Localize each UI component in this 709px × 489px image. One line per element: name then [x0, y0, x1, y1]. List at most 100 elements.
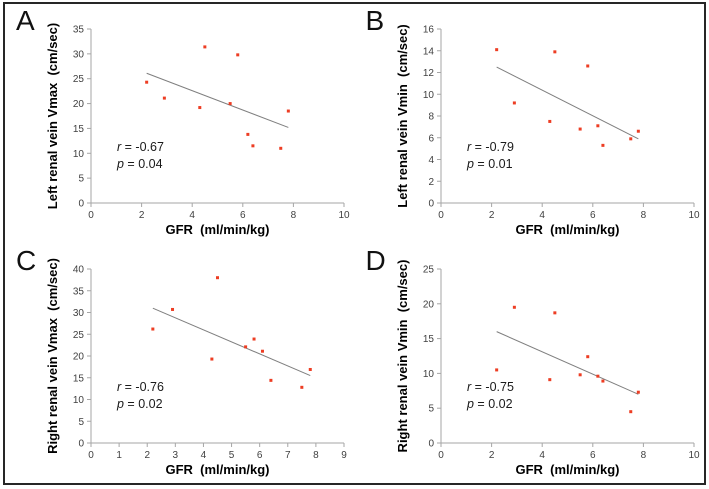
- x-tick-label: 6: [257, 450, 263, 461]
- scatter-point: [578, 127, 582, 131]
- x-tick-label: 2: [488, 450, 494, 461]
- scatter-point: [244, 344, 248, 348]
- y-tick-label: 40: [73, 264, 85, 275]
- scatter-point: [552, 310, 556, 314]
- y-tick-label: 35: [73, 25, 85, 36]
- stats-p-annotation: p = 0.02: [466, 396, 513, 410]
- x-tick-label: 3: [173, 450, 179, 461]
- x-tick-label: 6: [590, 210, 596, 221]
- x-tick-label: 7: [285, 450, 291, 461]
- x-tick-label: 4: [539, 450, 545, 461]
- scatter-point: [171, 307, 175, 311]
- scatter-point: [260, 349, 264, 353]
- scatter-point: [300, 385, 304, 389]
- x-axis-title: GFR (ml/min/kg): [166, 462, 270, 477]
- scatter-point: [636, 390, 640, 394]
- x-tick-label: 8: [313, 450, 319, 461]
- scatter-point: [279, 146, 283, 150]
- x-tick-label: 10: [338, 210, 350, 221]
- scatter-point: [246, 132, 250, 136]
- y-axis-title: Left renal vein Vmax (cm/sec): [45, 23, 60, 209]
- x-tick-label: 1: [116, 450, 122, 461]
- scatter-point: [585, 354, 589, 358]
- y-axis-title: Right renal vein Vmax (cm/sec): [45, 258, 60, 454]
- scatter-point: [145, 80, 149, 84]
- trend-line: [495, 66, 639, 140]
- y-tick-label: 25: [422, 264, 434, 275]
- scatter-point: [252, 337, 256, 341]
- y-tick-label: 30: [73, 49, 85, 60]
- scatter-point: [585, 64, 589, 68]
- x-tick-label: 8: [640, 450, 646, 461]
- panel-letter-a: A: [16, 5, 35, 36]
- y-tick-label: 6: [428, 133, 434, 144]
- y-tick-label: 0: [428, 199, 434, 210]
- trend-line: [152, 307, 311, 376]
- y-tick-label: 15: [422, 334, 434, 345]
- x-tick-label: 4: [539, 210, 545, 221]
- scatter-chart-left-vmax: 0 5 10 15 20 25 30 35 0 2 4 6 8 10 Left renal vein Vma…: [45, 23, 350, 237]
- x-tick-label: 0: [88, 450, 94, 461]
- x-tick-label: 9: [341, 450, 347, 461]
- panel-letter-d: D: [365, 244, 386, 276]
- scatter-point: [236, 53, 240, 57]
- scatter-point: [494, 48, 498, 52]
- stats-r-annotation: r = -0.76: [117, 379, 164, 393]
- x-tick-label: 5: [229, 450, 235, 461]
- y-tick-label: 20: [73, 351, 85, 362]
- y-tick-label: 8: [428, 112, 434, 123]
- stats-r-annotation: r = -0.75: [467, 379, 514, 393]
- trend-line: [146, 72, 289, 128]
- x-tick-label: 0: [438, 210, 444, 221]
- panel-b: B 0 2 4 6 8 10 12 14 16 0 2 4 6 8 10 Left renal vein Vm…: [355, 4, 705, 244]
- scatter-point: [308, 367, 312, 371]
- y-tick-label: 25: [73, 329, 85, 340]
- y-tick-label: 5: [78, 174, 84, 185]
- scatter-point: [600, 379, 604, 383]
- scatter-point: [210, 357, 214, 361]
- y-tick-label: 15: [73, 373, 85, 384]
- scatter-point: [578, 372, 582, 376]
- y-tick-label: 0: [428, 438, 434, 449]
- scatter-point: [216, 275, 219, 279]
- x-tick-label: 2: [144, 450, 150, 461]
- y-tick-label: 20: [422, 299, 434, 310]
- y-tick-label: 4: [428, 155, 434, 166]
- stats-p-annotation: p = 0.02: [116, 396, 163, 410]
- stats-p-annotation: p = 0.04: [116, 157, 163, 171]
- scatter-point: [552, 50, 556, 54]
- scatter-point: [595, 374, 599, 378]
- x-tick-label: 2: [488, 210, 494, 221]
- y-axis-title: Right renal vein Vmin (cm/sec): [395, 259, 410, 452]
- scatter-chart-right-vmax: 0 5 10 15 20 25 30 35 40 0 1 2 3 4 5 6 7 8 9 Right renal ve…: [45, 258, 347, 477]
- x-tick-label: 4: [189, 210, 195, 221]
- scatter-point: [494, 367, 498, 371]
- y-tick-label: 10: [73, 149, 85, 160]
- scatter-point: [547, 119, 551, 123]
- x-tick-label: 2: [139, 210, 145, 221]
- scatter-point: [228, 102, 232, 106]
- y-tick-label: 10: [422, 368, 434, 379]
- x-tick-label: 10: [688, 450, 700, 461]
- x-tick-label: 6: [590, 450, 596, 461]
- scatter-point: [162, 96, 166, 100]
- x-tick-label: 4: [201, 450, 207, 461]
- y-tick-label: 16: [422, 25, 434, 36]
- x-tick-label: 0: [438, 450, 444, 461]
- scatter-point: [512, 305, 516, 309]
- y-tick-label: 0: [78, 199, 84, 210]
- scatter-point: [547, 377, 551, 381]
- scatter-point: [512, 101, 516, 105]
- scatter-point: [628, 137, 632, 141]
- scatter-point: [251, 144, 255, 148]
- scatter-point: [203, 45, 207, 49]
- scatter-point: [595, 124, 599, 128]
- x-tick-label: 6: [240, 210, 246, 221]
- scatter-point: [600, 143, 604, 147]
- y-tick-label: 12: [422, 68, 434, 79]
- scatter-point: [198, 106, 202, 110]
- x-tick-label: 0: [88, 210, 94, 221]
- y-tick-label: 30: [73, 308, 85, 319]
- panel-letter-b: B: [365, 5, 385, 36]
- stats-r-annotation: r = -0.79: [467, 140, 514, 154]
